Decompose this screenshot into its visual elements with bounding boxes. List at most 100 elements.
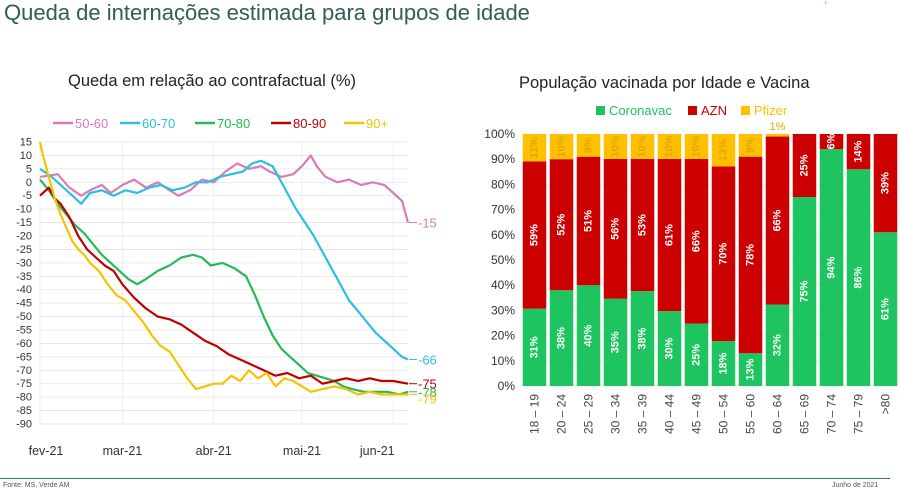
data-label: 13% — [745, 358, 757, 380]
bar-segment-coronavac — [711, 341, 736, 386]
series-line-90+ — [38, 141, 408, 396]
series-line-80-90 — [39, 186, 409, 385]
data-label: 13% — [718, 139, 730, 161]
bar-segment-coronavac — [738, 353, 763, 386]
x-tick-label: >80 — [879, 394, 893, 415]
y-tick-label: -15 — [16, 217, 32, 229]
end-label-70-80: -78 — [418, 385, 437, 400]
end-label-50-60: -15 — [418, 216, 437, 231]
data-label: 53% — [637, 214, 649, 236]
data-label: 94% — [826, 256, 838, 278]
bar-segment-coronavac — [657, 311, 682, 386]
y-tick-label: 60% — [491, 228, 515, 242]
y-tick-label: -70 — [16, 365, 32, 377]
bar-segment-pfizer — [522, 134, 547, 162]
x-tick-label: 30 – 34 — [609, 394, 623, 434]
source-note: Fonte: MS, Verde AM — [3, 482, 70, 489]
y-tick-label: -85 — [16, 405, 32, 417]
data-label: 6% — [826, 133, 838, 149]
x-tick-label: 25 – 29 — [582, 394, 596, 434]
x-tick-label: 35 – 39 — [636, 394, 650, 434]
bar-segment-azn — [819, 134, 844, 150]
legend-swatch — [741, 106, 750, 115]
x-tick-label: 40 – 44 — [663, 394, 677, 434]
x-tick-label: 65 – 69 — [798, 394, 812, 434]
bar-segment-azn — [630, 158, 655, 292]
y-tick-label: -45 — [16, 298, 32, 310]
y-tick-label: -55 — [16, 325, 32, 337]
data-label: 51% — [583, 210, 595, 232]
y-tick-label: -50 — [16, 311, 32, 323]
x-tick-label: fev-21 — [29, 444, 64, 458]
bar-segment-azn — [603, 158, 628, 299]
data-label: 70% — [718, 243, 730, 265]
legend-label-coronavac: Coronavac — [609, 103, 672, 118]
end-label-60-70: -66 — [418, 353, 437, 368]
bar-chart-title: População vacinada por Idade e Vacina — [519, 74, 810, 92]
y-tick-label: 70% — [491, 203, 515, 217]
legend-label-azn: AZN — [701, 103, 727, 118]
data-label: 10% — [610, 135, 622, 157]
bar-segment-coronavac — [846, 169, 871, 386]
bar-chart-y-axis: 0% 10% 20% 30% 40% 50% 60% 70% 80% 90% 100% — [484, 127, 515, 393]
data-label: 38% — [637, 327, 649, 349]
bar-segment-azn — [576, 156, 601, 286]
bar-segment-azn — [738, 156, 763, 354]
y-tick-label: 20% — [491, 329, 515, 343]
page-title: Queda de internações estimada para grupo… — [4, 0, 530, 25]
data-label: 11% — [529, 137, 541, 159]
line-chart-end-labels: -15 -66 -78-75-79 — [409, 216, 437, 406]
line-chart-x-axis: fev-21 mar-21 abr-21 mai-21 jun-21 — [29, 444, 395, 458]
data-label: 14% — [853, 140, 865, 162]
legend-label-60-70: 60-70 — [142, 116, 175, 131]
legend-label-70-80: 70-80 — [217, 116, 250, 131]
data-label: 38% — [556, 327, 568, 349]
bar-segment-pfizer — [738, 134, 763, 157]
x-tick-label: 75 – 79 — [852, 394, 866, 434]
bar-segment-coronavac — [549, 290, 574, 386]
y-tick-label: 15 — [20, 137, 32, 149]
y-tick-label: 10% — [491, 354, 515, 368]
y-tick-label: -25 — [16, 244, 32, 256]
bar-segment-coronavac — [630, 291, 655, 386]
y-tick-label: -20 — [16, 231, 32, 243]
y-tick-label: -30 — [16, 257, 32, 269]
data-label: 56% — [610, 218, 622, 240]
x-tick-label: 20 – 24 — [555, 394, 569, 434]
bar-segment-coronavac — [873, 232, 898, 386]
bar-segment-coronavac — [765, 304, 790, 386]
page-marker: + — [823, 0, 829, 8]
bar-segment-azn — [657, 158, 682, 312]
bar-segment-azn — [684, 158, 709, 324]
line-chart-y-axis: 151050-5-10-15-20-25-30-35-40-45-50-55-6… — [16, 137, 32, 431]
data-label: 18% — [718, 352, 730, 374]
data-label: 10% — [637, 135, 649, 157]
y-tick-label: 80% — [491, 177, 515, 191]
data-label: 10% — [691, 135, 703, 157]
data-label: 30% — [664, 337, 676, 359]
data-label: 66% — [772, 209, 784, 231]
data-label: 35% — [610, 331, 622, 353]
bar-segment-azn — [873, 134, 898, 233]
bar-segment-pfizer — [684, 134, 709, 159]
x-tick-label: 18 – 19 — [528, 394, 542, 434]
data-label: 61% — [880, 298, 892, 320]
y-tick-label: 0 — [26, 177, 32, 189]
bar-segment-coronavac — [819, 149, 844, 386]
bar-segment-coronavac — [576, 285, 601, 386]
legend-label-80-90: 80-90 — [293, 116, 326, 131]
bar-segment-azn — [792, 134, 817, 197]
bar-segment-pfizer — [630, 134, 655, 159]
y-tick-label: 50% — [491, 253, 515, 267]
data-label: 66% — [691, 230, 703, 252]
x-tick-label: 55 – 60 — [744, 394, 758, 434]
y-tick-label: 100% — [484, 127, 515, 141]
data-label: 1% — [770, 121, 786, 133]
data-label: 25% — [799, 154, 811, 176]
y-tick-label: -75 — [16, 378, 32, 390]
line-chart-legend: 50-60 60-70 70-80 80-90 90+ — [53, 116, 388, 131]
data-label: 78% — [745, 244, 757, 266]
bar-segment-azn — [549, 159, 574, 291]
